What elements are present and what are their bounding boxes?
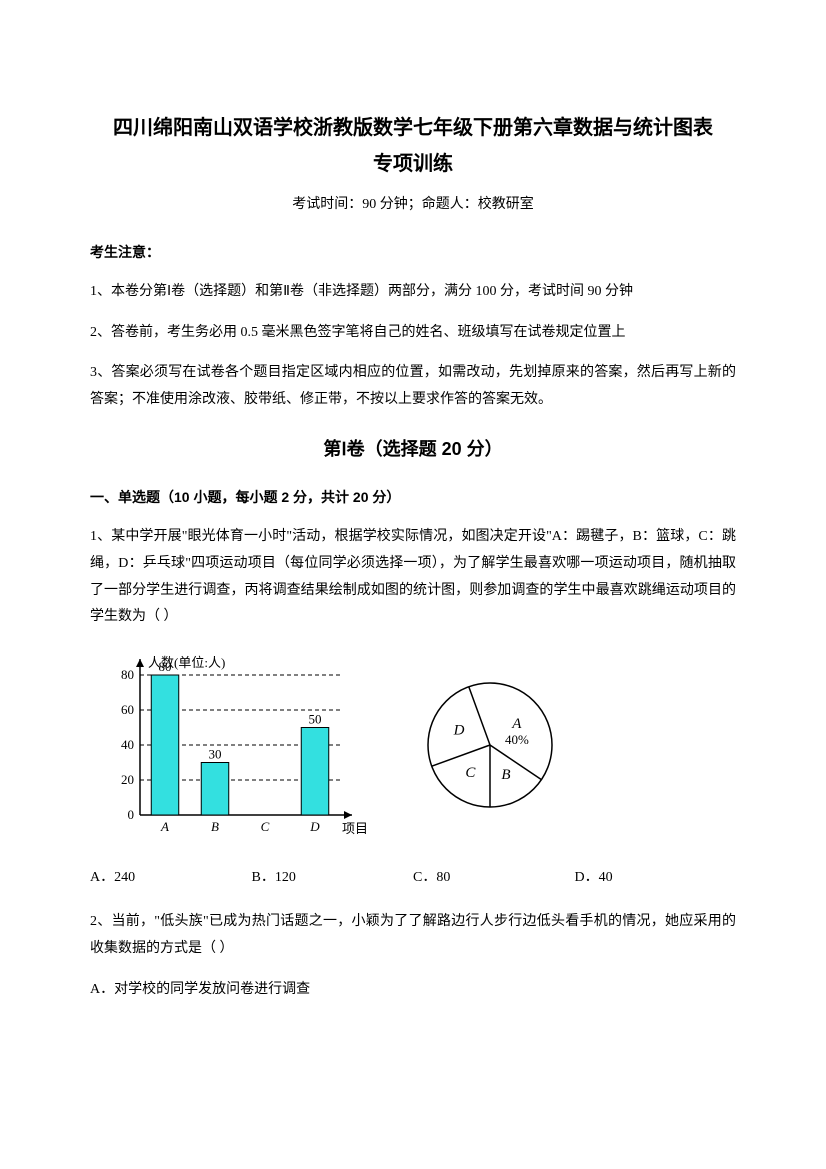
notice-item-1: 1、本卷分第Ⅰ卷（选择题）和第Ⅱ卷（非选择题）两部分，满分 100 分，考试时间… xyxy=(90,279,736,306)
section-1-title: 第Ⅰ卷（选择题 20 分） xyxy=(90,432,736,466)
title-line-2: 专项训练 xyxy=(90,146,736,182)
svg-text:D: D xyxy=(453,722,465,738)
svg-text:30: 30 xyxy=(209,746,222,761)
svg-text:A: A xyxy=(160,819,169,834)
svg-text:D: D xyxy=(309,819,320,834)
page-title: 四川绵阳南山双语学校浙教版数学七年级下册第六章数据与统计图表 专项训练 xyxy=(90,110,736,182)
svg-text:20: 20 xyxy=(121,772,134,787)
svg-text:A: A xyxy=(511,716,522,732)
svg-text:80: 80 xyxy=(121,667,134,682)
svg-text:50: 50 xyxy=(309,711,322,726)
pie-chart: A40% B C D xyxy=(400,660,580,830)
svg-text:40: 40 xyxy=(121,737,134,752)
svg-text:60: 60 xyxy=(121,702,134,717)
q2-option-a: A．对学校的同学发放问卷进行调查 xyxy=(90,977,736,1004)
svg-text:项目: 项目 xyxy=(342,821,368,836)
svg-text:C: C xyxy=(261,819,270,834)
svg-text:40%: 40% xyxy=(505,732,529,747)
exam-info: 考试时间：90 分钟；命题人：校教研室 xyxy=(90,192,736,219)
q1-option-d: D．40 xyxy=(575,865,737,892)
svg-text:B: B xyxy=(211,819,219,834)
notice-item-2: 2、答卷前，考生务必用 0.5 毫米黑色签字笔将自己的姓名、班级填写在试卷规定位… xyxy=(90,320,736,347)
question-1-figures: 204060800人数(单位:人)项目80A30BC50D A40%BCD xyxy=(90,645,736,845)
svg-text:C: C xyxy=(465,765,476,781)
question-1-options: A．240 B．120 C．80 D．40 xyxy=(90,865,736,892)
bar-chart: 204060800人数(单位:人)项目80A30BC50D xyxy=(90,645,370,845)
section-1-subheading: 一、单选题（10 小题，每小题 2 分，共计 20 分） xyxy=(90,484,736,511)
notice-heading: 考生注意： xyxy=(90,239,736,266)
svg-text:80: 80 xyxy=(159,659,172,674)
question-1-text: 1、某中学开展"眼光体育一小时"活动，根据学校实际情况，如图决定开设"A：踢毽子… xyxy=(90,524,736,630)
question-2-text: 2、当前，"低头族"已成为热门话题之一，小颖为了了解路边行人步行边低头看手机的情… xyxy=(90,909,736,962)
notice-item-3: 3、答案必须写在试卷各个题目指定区域内相应的位置，如需改动，先划掉原来的答案，然… xyxy=(90,360,736,413)
svg-text:B: B xyxy=(501,767,510,783)
q1-option-a: A．240 xyxy=(90,865,252,892)
q1-option-c: C．80 xyxy=(413,865,575,892)
svg-text:0: 0 xyxy=(128,807,135,822)
q1-option-b: B．120 xyxy=(252,865,414,892)
title-line-1: 四川绵阳南山双语学校浙教版数学七年级下册第六章数据与统计图表 xyxy=(90,110,736,146)
